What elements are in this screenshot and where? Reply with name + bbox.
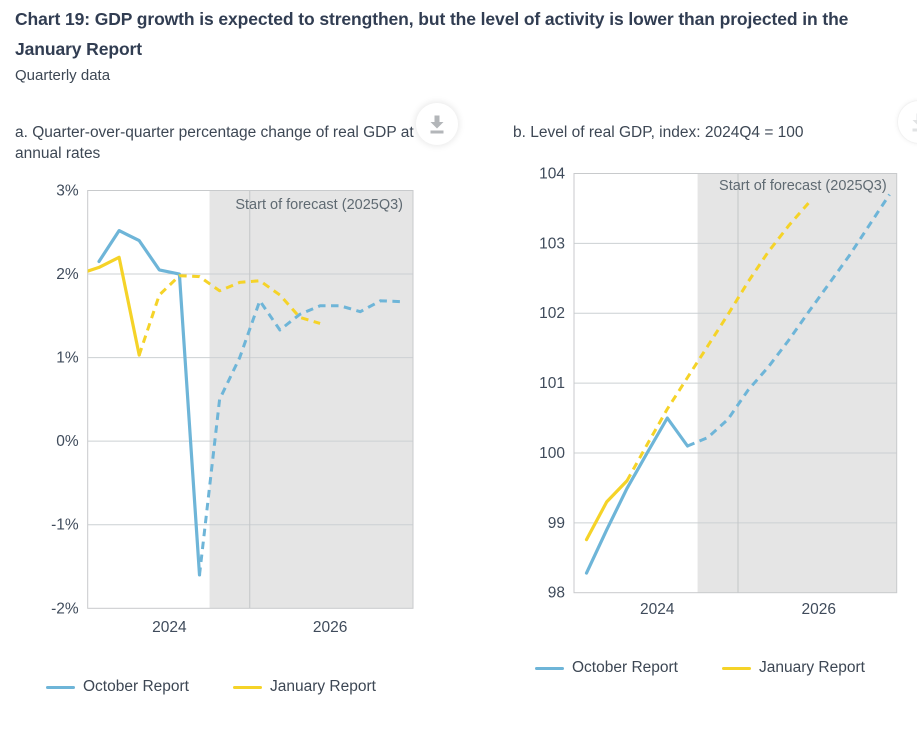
october-series-label: October Report — [83, 678, 189, 695]
forecast-start-label: Start of forecast (2025Q3) — [719, 178, 887, 194]
y-axis-tick-label: -2% — [51, 600, 79, 617]
october-series-swatch — [46, 685, 75, 689]
x-axis-year-label: 2024 — [640, 601, 675, 618]
y-axis-tick-label: 0% — [56, 433, 79, 450]
panel-b-title: b. Level of real GDP, index: 2024Q4 = 10… — [513, 124, 804, 141]
y-axis-tick-label: 103 — [539, 235, 565, 252]
y-axis-tick-label: 100 — [539, 445, 565, 462]
legend-item-january[interactable]: January Report — [721, 659, 865, 677]
y-axis-tick-label: -1% — [51, 517, 79, 534]
january-report-forecast-line — [625, 201, 810, 482]
y-axis-tick-label: 101 — [539, 375, 565, 392]
plot-border — [573, 173, 898, 594]
january-report-history-line — [87, 255, 141, 357]
october-report-history-line — [97, 228, 202, 577]
legend-item-january[interactable]: January Report — [232, 678, 376, 696]
download-chart-a-button[interactable] — [415, 102, 459, 146]
chart-a-legend: October Report January Report — [46, 678, 420, 696]
chart-b-plot: Start of forecast (2025Q3) 104 103 102 101 10… — [539, 166, 898, 618]
october-series-label: October Report — [572, 659, 678, 676]
legend-item-october[interactable]: October Report — [46, 678, 189, 696]
y-axis-tick-label: 102 — [539, 305, 565, 322]
x-axis-year-label: 2026 — [313, 619, 347, 636]
y-axis-tick-label: 98 — [548, 585, 565, 602]
october-series-swatch — [535, 666, 564, 670]
panel-a-title: a. Quarter-over-quarter percentage chang… — [15, 124, 414, 162]
page-subtitle: Quarterly data — [15, 67, 111, 84]
january-report-forecast-line — [137, 274, 321, 356]
forecast-region — [209, 190, 413, 609]
y-axis-tick-label: 2% — [56, 266, 79, 283]
january-series-label: January Report — [758, 659, 865, 676]
chart-b-legend: October Report January Report — [535, 659, 909, 677]
october-report-forecast-line — [198, 299, 401, 576]
download-icon — [430, 115, 444, 134]
october-report-forecast-line — [686, 193, 891, 448]
x-axis-year-label: 2024 — [152, 619, 187, 636]
january-series-label: January Report — [269, 678, 376, 695]
legend-item-october[interactable]: October Report — [535, 659, 678, 677]
january-series-swatch — [721, 666, 751, 670]
y-axis-tick-label: 1% — [56, 350, 79, 367]
y-axis-tick-label: 3% — [56, 183, 79, 200]
forecast-start-label: Start of forecast (2025Q3) — [235, 197, 403, 213]
y-axis-tick-label: 104 — [539, 166, 565, 183]
january-series-swatch — [232, 685, 262, 689]
january-report-history-line — [584, 479, 629, 542]
download-icon — [912, 113, 917, 132]
page-title: Chart 19: GDP growth is expected to stre… — [15, 9, 849, 59]
chart-a-plot: Start of forecast (2025Q3) 3% 2% 1% 0% -1% -2%… — [51, 183, 414, 636]
x-axis-year-label: 2026 — [802, 601, 836, 618]
october-report-history-line — [584, 416, 690, 575]
y-axis-tick-label: 99 — [548, 515, 565, 532]
plot-border — [87, 190, 414, 609]
